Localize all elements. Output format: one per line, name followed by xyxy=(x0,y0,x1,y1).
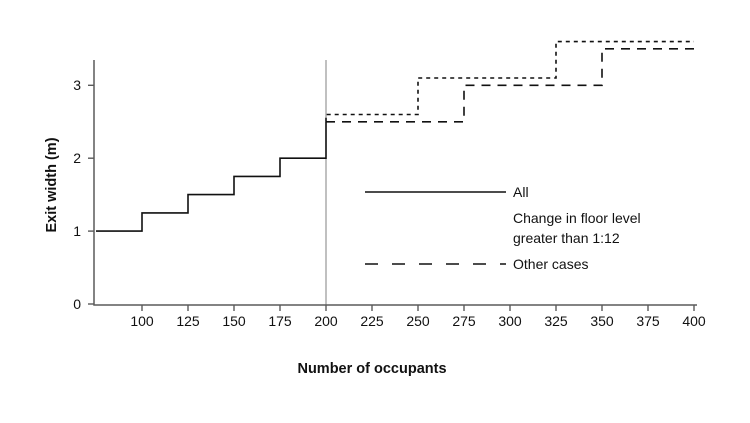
x-axis-title: Number of occupants xyxy=(297,361,446,377)
x-tick-label: 400 xyxy=(682,313,706,329)
x-tick-label: 375 xyxy=(636,313,660,329)
y-tick-label: 1 xyxy=(73,223,81,239)
x-tick-label: 225 xyxy=(360,313,384,329)
y-tick-label: 2 xyxy=(73,150,81,166)
y-tick-label: 3 xyxy=(73,77,81,93)
y-axis-title: Exit width (m) xyxy=(44,137,60,232)
x-tick-label: 250 xyxy=(406,313,430,329)
series-line-all xyxy=(96,121,327,232)
x-tick-label: 200 xyxy=(314,313,338,329)
y-tick-label: 0 xyxy=(73,296,81,312)
x-tick-label: 325 xyxy=(544,313,568,329)
x-tick-label: 100 xyxy=(130,313,154,329)
x-tick-label: 150 xyxy=(222,313,246,329)
x-tick-label: 350 xyxy=(590,313,614,329)
x-tick-label: 275 xyxy=(452,313,476,329)
x-tick-label: 175 xyxy=(268,313,292,329)
x-tick-label: 125 xyxy=(176,313,200,329)
series-line-change-in-floor-level-greater-than-1-12 xyxy=(325,40,694,122)
axes xyxy=(93,60,697,306)
series-line-other-cases xyxy=(326,48,694,123)
x-tick-label: 300 xyxy=(498,313,522,329)
